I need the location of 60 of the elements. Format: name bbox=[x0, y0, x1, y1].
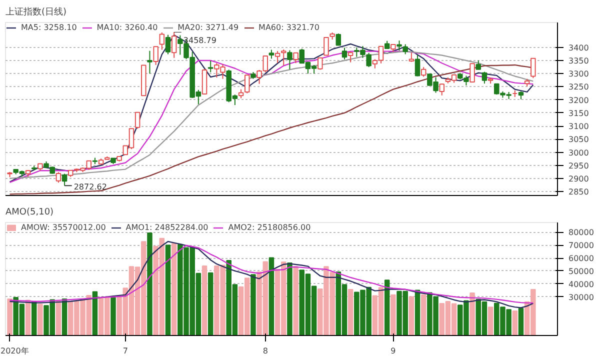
y-tick-label: 3000 bbox=[568, 148, 589, 158]
candlestick bbox=[287, 50, 292, 70]
candlestick bbox=[470, 62, 475, 84]
y-tick-label: 3350 bbox=[568, 56, 589, 66]
candlestick bbox=[408, 52, 414, 62]
candlestick bbox=[208, 60, 214, 73]
candlestick bbox=[274, 50, 280, 64]
candlestick bbox=[153, 46, 158, 66]
y-tick-label: 30000 bbox=[568, 292, 594, 302]
candlestick bbox=[165, 34, 171, 55]
candlestick bbox=[348, 51, 354, 63]
x-tick-label: 9 bbox=[390, 346, 396, 356]
candlestick bbox=[324, 36, 329, 56]
candlestick bbox=[62, 173, 68, 186]
candlestick bbox=[134, 112, 140, 130]
y-tick-label: 3100 bbox=[568, 122, 589, 132]
y-tick-label: 3150 bbox=[568, 108, 589, 118]
legend-label: MA20: 3271.49 bbox=[178, 23, 239, 32]
candlestick bbox=[293, 52, 298, 64]
candlestick bbox=[147, 50, 152, 74]
candlestick bbox=[318, 57, 323, 70]
y-tick-label: 50000 bbox=[568, 266, 594, 276]
candlestick bbox=[414, 54, 420, 77]
y-tick-label: 3400 bbox=[568, 43, 589, 52]
y-tick-label: 2950 bbox=[568, 161, 589, 170]
legend-label: AMO1: 24852284.00 bbox=[126, 223, 208, 232]
legend-label: AMO2: 25180856.00 bbox=[228, 223, 311, 232]
x-tick-label: 2020年 bbox=[0, 346, 29, 356]
y-tick-label: 2900 bbox=[568, 174, 589, 184]
y-tick-label: 3200 bbox=[568, 96, 589, 105]
chart-title: AMO(5,10) bbox=[6, 208, 54, 218]
annotation: 2872.62 bbox=[74, 182, 107, 192]
candlestick bbox=[56, 172, 62, 184]
candlestick bbox=[439, 83, 444, 96]
candlestick bbox=[281, 49, 286, 66]
y-tick-label: 40000 bbox=[568, 280, 594, 289]
candlestick bbox=[482, 71, 488, 84]
chart-title: 上证指数(日线) bbox=[6, 6, 67, 18]
y-tick-label: 3050 bbox=[568, 135, 589, 144]
y-tick-label: 60000 bbox=[568, 254, 594, 264]
y-tick-label: 3300 bbox=[568, 70, 589, 79]
x-tick-label: 7 bbox=[122, 346, 128, 356]
candlestick bbox=[530, 58, 536, 79]
candlestick bbox=[402, 44, 408, 55]
y-tick-label: 70000 bbox=[568, 241, 594, 250]
legend-label: MA10: 3260.40 bbox=[96, 23, 158, 32]
y-tick-label: 80000 bbox=[568, 228, 594, 238]
candlestick bbox=[342, 47, 348, 60]
annotation: 3458.79 bbox=[183, 36, 216, 45]
legend-label: AMOW: 35570012.00 bbox=[21, 223, 106, 232]
candlestick bbox=[396, 40, 402, 52]
y-tick-label: 2850 bbox=[568, 188, 589, 197]
legend-label: MA5: 3258.10 bbox=[21, 23, 77, 32]
candlestick bbox=[420, 66, 426, 78]
candlestick bbox=[476, 60, 482, 70]
candlestick bbox=[244, 74, 250, 94]
legend-label: MA60: 3321.70 bbox=[258, 23, 320, 32]
candlestick bbox=[336, 33, 342, 46]
y-tick-label: 3250 bbox=[568, 82, 589, 92]
x-tick-label: 8 bbox=[262, 346, 268, 356]
